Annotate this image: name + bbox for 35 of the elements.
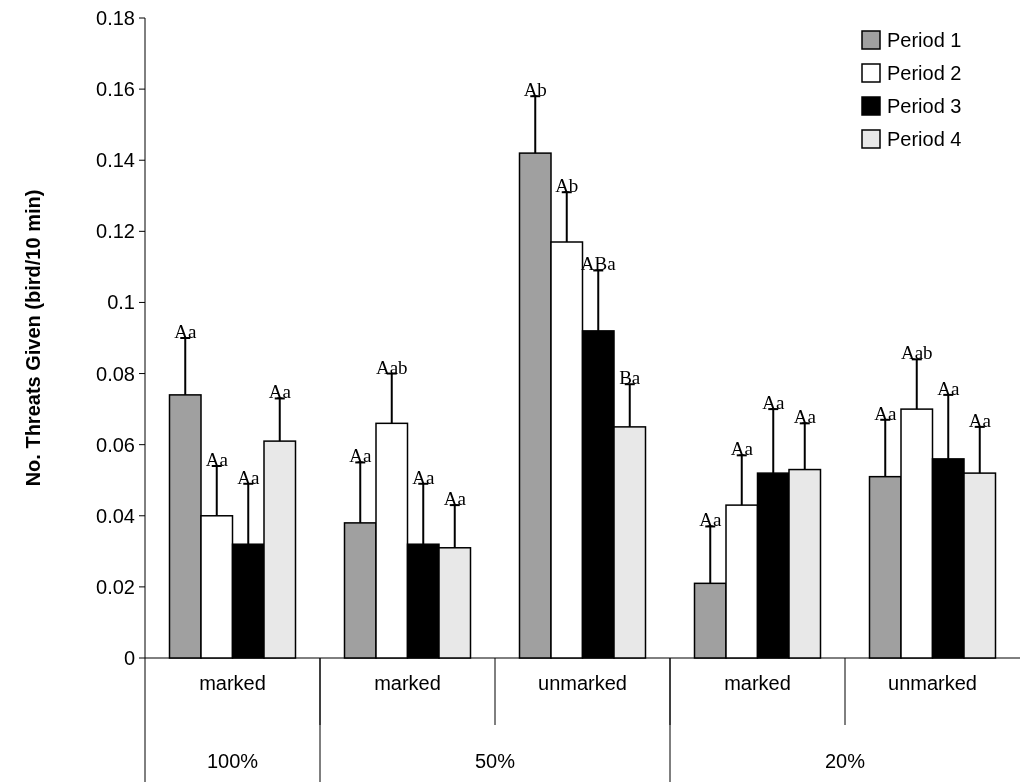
y-tick-label: 0.08: [96, 362, 135, 385]
x-tick-label: unmarked: [888, 672, 977, 694]
data-label: Aa: [793, 406, 817, 428]
data-label: Aa: [762, 392, 785, 414]
legend-label: Period 4: [887, 128, 962, 150]
data-label: Ba: [619, 367, 641, 389]
x-tick-label: marked: [374, 672, 441, 694]
data-label: Aa: [443, 488, 467, 510]
text: 20%: [824, 750, 866, 772]
x-tick-label: marked: [724, 672, 791, 694]
data-label: Aa: [349, 445, 372, 467]
y-tick-label: 0.02: [96, 575, 135, 598]
y-tick-label: 0.1: [107, 291, 135, 314]
data-label: Aab: [900, 342, 933, 364]
legend-label: Period 2: [887, 62, 962, 84]
legend-label: Period 1: [887, 29, 962, 51]
x-tick-label: unmarked: [538, 672, 627, 694]
y-tick-label: 0.16: [96, 78, 135, 101]
y-tick-label: 0.18: [96, 7, 135, 29]
data-label: Aa: [699, 509, 722, 531]
data-label: Ab: [555, 175, 579, 197]
y-tick-label: 0.04: [96, 504, 135, 527]
y-tick-label: 0.14: [96, 149, 135, 172]
data-label: Aa: [268, 381, 292, 403]
y-tick-label: 0: [123, 647, 135, 669]
data-label: Ab: [523, 79, 547, 101]
y-tick-label: 0.06: [96, 433, 135, 456]
text: 50%: [474, 750, 516, 772]
y-axis-title: No. Threats Given (bird/10 min): [22, 189, 44, 487]
x-tick-label: marked: [199, 672, 266, 694]
y-tick-label: 0.12: [96, 220, 135, 243]
data-label: Aa: [730, 438, 754, 460]
legend-label: Period 3: [887, 95, 962, 117]
data-label: Aab: [375, 356, 408, 378]
text: 100%: [206, 750, 259, 772]
